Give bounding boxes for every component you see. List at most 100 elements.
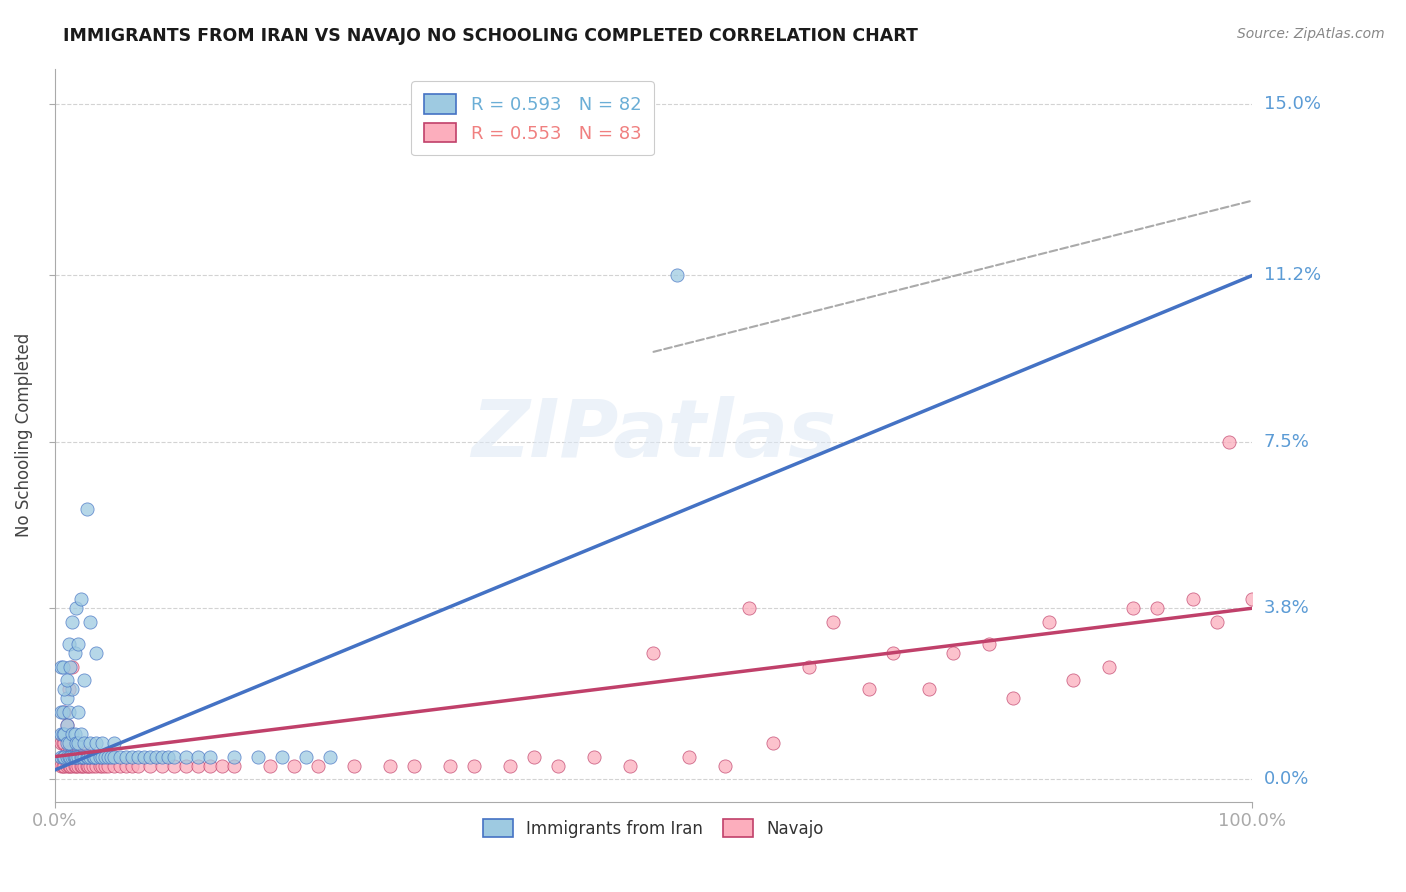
Point [319, 749, 342, 764]
Point [58, 745, 80, 759]
Point [67, 745, 90, 759]
Point [150, 758, 173, 772]
Point [58, 705, 80, 719]
Point [73, 745, 96, 759]
Point [52, 736, 75, 750]
Point [55, 758, 77, 772]
Point [58, 736, 80, 750]
Point [67, 736, 90, 750]
Point [77, 758, 100, 772]
Point [1181, 592, 1204, 607]
Point [62, 615, 84, 629]
Point [247, 749, 270, 764]
Point [49, 749, 72, 764]
Point [76, 502, 98, 516]
Point [65, 749, 87, 764]
Point [97, 749, 120, 764]
Text: 3.8%: 3.8% [1264, 599, 1309, 617]
Point [94, 758, 117, 772]
Point [53, 727, 76, 741]
Point [139, 749, 162, 764]
Point [53, 758, 76, 772]
Point [49, 659, 72, 673]
Point [70, 758, 93, 772]
Point [65, 736, 87, 750]
Point [55, 673, 77, 687]
Text: Source: ZipAtlas.com: Source: ZipAtlas.com [1237, 27, 1385, 41]
Point [53, 736, 76, 750]
Point [83, 749, 105, 764]
Point [145, 749, 167, 764]
Point [67, 758, 90, 772]
Point [134, 749, 156, 764]
Text: 11.2%: 11.2% [1264, 267, 1320, 285]
Legend: Immigrants from Iran, Navajo: Immigrants from Iran, Navajo [477, 813, 831, 845]
Point [79, 615, 101, 629]
Point [55, 718, 77, 732]
Point [70, 749, 93, 764]
Point [858, 682, 880, 697]
Point [91, 758, 114, 772]
Point [100, 749, 122, 764]
Point [127, 749, 149, 764]
Point [70, 592, 93, 607]
Point [59, 659, 82, 673]
Point [666, 268, 689, 283]
Point [49, 736, 72, 750]
Point [1122, 601, 1144, 615]
Point [547, 758, 569, 772]
Point [378, 758, 401, 772]
Point [1098, 659, 1121, 673]
Point [463, 758, 485, 772]
Point [70, 727, 93, 741]
Point [157, 749, 180, 764]
Point [49, 727, 72, 741]
Point [402, 758, 425, 772]
Point [67, 637, 90, 651]
Point [1218, 434, 1240, 449]
Point [439, 758, 461, 772]
Point [187, 758, 209, 772]
Point [70, 749, 93, 764]
Point [65, 745, 87, 759]
Point [121, 758, 143, 772]
Point [52, 758, 75, 772]
Point [110, 758, 132, 772]
Point [211, 758, 233, 772]
Point [115, 758, 138, 772]
Point [86, 736, 108, 750]
Text: 0.0%: 0.0% [1264, 770, 1309, 789]
Point [86, 646, 108, 660]
Y-axis label: No Schooling Completed: No Schooling Completed [15, 333, 32, 537]
Point [62, 682, 84, 697]
Point [224, 749, 246, 764]
Point [52, 705, 75, 719]
Point [1146, 601, 1168, 615]
Point [58, 682, 80, 697]
Point [499, 758, 522, 772]
Point [53, 682, 76, 697]
Point [91, 749, 114, 764]
Text: IMMIGRANTS FROM IRAN VS NAVAJO NO SCHOOLING COMPLETED CORRELATION CHART: IMMIGRANTS FROM IRAN VS NAVAJO NO SCHOOL… [63, 27, 918, 45]
Point [62, 749, 84, 764]
Point [52, 727, 75, 741]
Point [762, 736, 785, 750]
Point [58, 758, 80, 772]
Point [86, 749, 108, 764]
Point [224, 758, 246, 772]
Point [63, 727, 86, 741]
Point [62, 727, 84, 741]
Point [176, 749, 198, 764]
Point [619, 758, 641, 772]
Point [103, 749, 125, 764]
Point [103, 758, 125, 772]
Point [65, 601, 87, 615]
Point [1038, 615, 1060, 629]
Point [150, 749, 173, 764]
Point [53, 749, 76, 764]
Point [307, 758, 329, 772]
Point [200, 749, 222, 764]
Point [63, 758, 86, 772]
Point [115, 749, 138, 764]
Point [55, 745, 77, 759]
